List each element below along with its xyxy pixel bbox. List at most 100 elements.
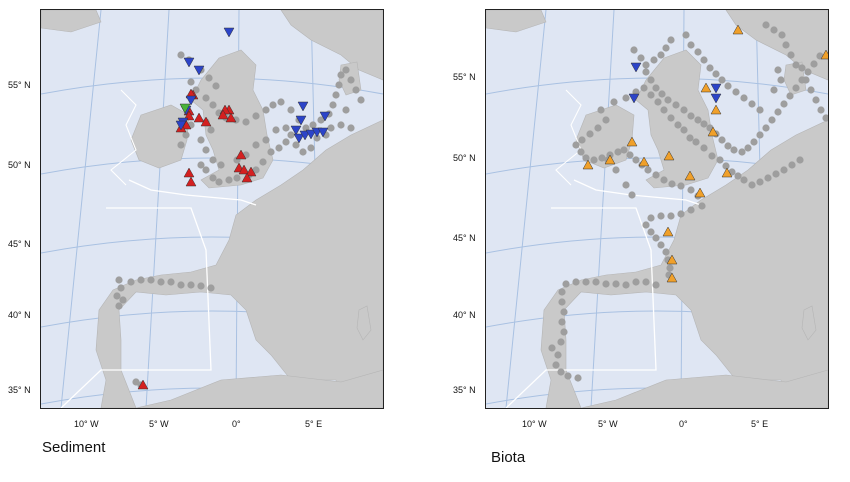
station-dot [554, 351, 562, 359]
increase-triangle [694, 187, 706, 198]
island-landmass [356, 305, 372, 341]
station-dot [712, 70, 720, 78]
station-dot [202, 94, 210, 102]
increase-triangle [200, 116, 212, 127]
station-dot [718, 136, 726, 144]
station-dot [177, 141, 185, 149]
station-dot [167, 278, 175, 286]
station-dot [722, 162, 730, 170]
station-dot [313, 134, 321, 142]
decrease-triangle [295, 115, 307, 126]
increase-triangle [700, 82, 712, 93]
station-dot [698, 202, 706, 210]
station-dot [787, 51, 795, 59]
station-dot [317, 116, 325, 124]
station-dot [332, 91, 340, 99]
station-dot [740, 176, 748, 184]
station-dot [269, 101, 277, 109]
station-dot [770, 26, 778, 34]
station-dot [620, 146, 628, 154]
station-dot [309, 121, 317, 129]
station-dot [716, 156, 724, 164]
assessment-boundary [60, 207, 212, 408]
station-dot [630, 46, 638, 54]
station-dot [667, 114, 675, 122]
station-dot [205, 74, 213, 82]
station-dot [770, 86, 778, 94]
station-dot [788, 161, 796, 169]
station-dot [667, 212, 675, 220]
lat-label-55: 55° N [8, 80, 31, 90]
increase-triangle [626, 136, 638, 147]
lat-label-35: 35° N [8, 385, 31, 395]
station-dot [694, 116, 702, 124]
station-dot [572, 278, 580, 286]
station-dot [209, 174, 217, 182]
station-dot [215, 178, 223, 186]
station-dot [822, 114, 828, 122]
assessment-boundary [128, 179, 257, 206]
station-dot [612, 280, 620, 288]
station-dot [287, 131, 295, 139]
station-dot [652, 281, 660, 289]
sediment-map[interactable] [40, 9, 384, 409]
station-dot [774, 66, 782, 74]
station-dot [632, 278, 640, 286]
station-dot [756, 106, 764, 114]
continental-europe-landmass [95, 119, 383, 408]
station-dot [756, 178, 764, 186]
sediment-map-svg [41, 10, 383, 408]
lon-label-10w: 10° W [74, 419, 99, 429]
increase-triangle [710, 104, 722, 115]
station-dot [647, 228, 655, 236]
scandinavia-landmass [280, 10, 383, 81]
station-dot [335, 81, 343, 89]
station-dot [782, 41, 790, 49]
lon-label-0: 0° [232, 419, 241, 429]
continental-europe-landmass [540, 119, 828, 408]
station-dot [622, 181, 630, 189]
increase-triangle [582, 159, 594, 170]
station-dot [262, 106, 270, 114]
station-dot [724, 142, 732, 150]
increase-triangle [185, 176, 197, 187]
station-dot [337, 121, 345, 129]
station-dot [657, 51, 665, 59]
station-dot [647, 91, 655, 99]
station-dot [700, 120, 708, 128]
station-dot [590, 156, 598, 164]
station-dot [734, 172, 742, 180]
station-dot [777, 76, 785, 84]
station-dot [642, 68, 650, 76]
station-dot [642, 278, 650, 286]
station-dot [774, 108, 782, 116]
station-dot [750, 138, 758, 146]
station-dot [652, 84, 660, 92]
increase-triangle [225, 112, 237, 123]
increase-triangle [666, 272, 678, 283]
increase-triangle [684, 170, 696, 181]
station-dot [662, 44, 670, 52]
assessment-boundary [110, 89, 137, 186]
station-dot [233, 174, 241, 182]
station-dot [147, 276, 155, 284]
station-dot [197, 161, 205, 169]
decrease-triangle [179, 103, 191, 114]
station-dot [762, 124, 770, 132]
station-dot [329, 101, 337, 109]
decrease-triangle [710, 83, 722, 94]
station-dot [647, 76, 655, 84]
station-dot [682, 31, 690, 39]
biota-map[interactable] [485, 9, 829, 409]
station-dot [115, 276, 123, 284]
station-dot [658, 90, 666, 98]
station-dot [342, 106, 350, 114]
lon-label-5w: 5° W [598, 419, 618, 429]
station-dot [612, 166, 620, 174]
decrease-triangle [185, 95, 197, 106]
sediment-caption: Sediment [42, 439, 106, 456]
station-dot [594, 124, 602, 132]
station-dot [610, 98, 618, 106]
iceland-landmass [486, 10, 547, 33]
station-dot [756, 131, 764, 139]
